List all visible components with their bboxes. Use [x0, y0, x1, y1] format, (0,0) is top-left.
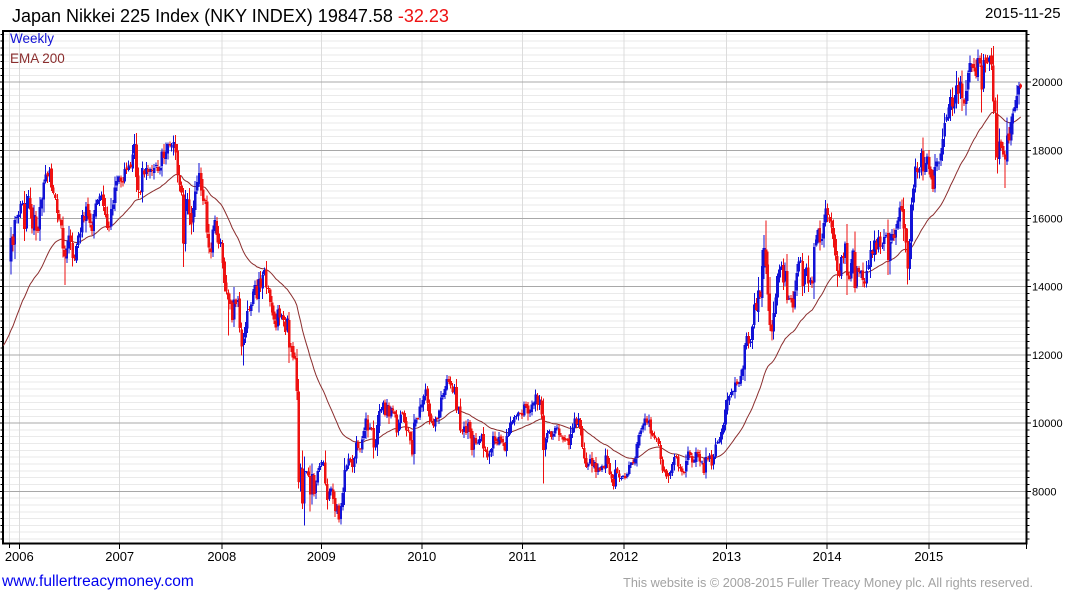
svg-text:14000: 14000	[1032, 282, 1063, 294]
svg-text:2006: 2006	[5, 549, 34, 564]
svg-text:20000: 20000	[1032, 77, 1063, 89]
svg-text:8000: 8000	[1032, 486, 1056, 498]
svg-text:18000: 18000	[1032, 145, 1063, 157]
svg-text:10000: 10000	[1032, 418, 1063, 430]
svg-text:2009: 2009	[307, 549, 336, 564]
svg-text:2012: 2012	[609, 549, 638, 564]
svg-text:12000: 12000	[1032, 350, 1063, 362]
svg-text:2008: 2008	[207, 549, 236, 564]
svg-text:16000: 16000	[1032, 214, 1063, 226]
svg-text:2014: 2014	[813, 549, 842, 564]
svg-text:2015: 2015	[914, 549, 943, 564]
svg-text:2011: 2011	[508, 549, 536, 564]
svg-text:2013: 2013	[712, 549, 741, 564]
svg-text:2010: 2010	[407, 549, 436, 564]
svg-text:2007: 2007	[105, 549, 134, 564]
